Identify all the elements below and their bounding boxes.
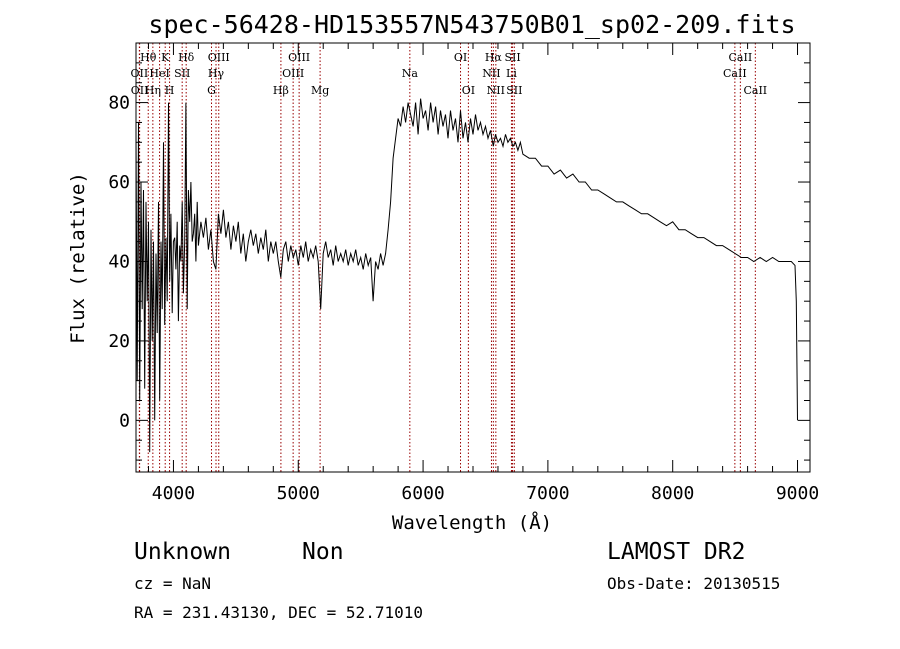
subclass-label: Non	[302, 539, 344, 565]
line-marker-label: K	[161, 51, 170, 64]
line-marker-label: Hδ	[178, 51, 195, 64]
line-marker-label: SII	[504, 51, 520, 64]
x-axis-label: Wavelength (Å)	[392, 511, 552, 534]
line-marker-label: Hγ	[208, 67, 225, 80]
line-marker-label: OII	[131, 84, 149, 97]
line-marker-label: NII	[482, 67, 500, 80]
x-tick-label: 8000	[651, 483, 694, 504]
line-marker-label: Hβ	[273, 84, 289, 97]
line-marker-label: SII	[506, 84, 522, 97]
y-axis-ticks: 0 20 40 60 80	[108, 62, 810, 461]
line-marker-label: OI	[454, 51, 467, 64]
y-tick-label: 40	[108, 251, 130, 272]
line-marker-label: G	[207, 84, 216, 97]
line-marker-label: Hα	[485, 51, 503, 64]
spectrum-line	[135, 98, 798, 453]
line-marker-label: OI	[462, 84, 475, 97]
line-markers	[138, 43, 756, 472]
line-marker-label: Hη	[145, 84, 161, 97]
line-marker-label: Hθ	[140, 51, 157, 64]
line-marker-label: OIII	[288, 51, 310, 64]
x-tick-label: 4000	[152, 483, 195, 504]
y-tick-label: 20	[108, 331, 130, 352]
line-marker-label: OIII	[282, 67, 304, 80]
y-tick-label: 0	[119, 410, 130, 431]
line-marker-label: Li	[506, 67, 517, 80]
line-marker-label: SII	[174, 67, 190, 80]
line-marker-label: H	[165, 84, 175, 97]
obs-date-text: Obs-Date: 20130515	[607, 574, 780, 593]
x-axis-ticks: 4000 5000 6000 7000 8000 9000	[147, 43, 819, 504]
x-tick-label: 9000	[776, 483, 819, 504]
line-marker-label: NII	[487, 84, 505, 97]
coords-text: RA = 231.43130, DEC = 52.71010	[134, 603, 423, 622]
line-marker-label: CaII	[729, 51, 753, 64]
line-marker-label: CaII	[743, 84, 767, 97]
line-marker-label: OIII	[208, 51, 230, 64]
line-marker-label: HeI	[149, 67, 169, 80]
chart-title: spec-56428-HD153557N543750B01_sp02-209.f…	[148, 10, 795, 39]
line-marker-label: Mg	[311, 84, 329, 97]
line-marker-label: OII	[131, 67, 149, 80]
y-tick-label: 60	[108, 172, 130, 193]
line-marker-label: Na	[402, 67, 419, 80]
y-axis-label: Flux (relative)	[67, 172, 89, 344]
x-tick-label: 6000	[401, 483, 444, 504]
x-tick-label: 7000	[526, 483, 569, 504]
line-marker-label: CaII	[723, 67, 747, 80]
x-tick-label: 5000	[277, 483, 320, 504]
class-label: Unknown	[134, 539, 231, 565]
survey-label: LAMOST DR2	[607, 539, 745, 565]
plot-frame	[135, 42, 811, 473]
cz-text: cz = NaN	[134, 574, 211, 593]
y-tick-label: 80	[108, 93, 130, 114]
